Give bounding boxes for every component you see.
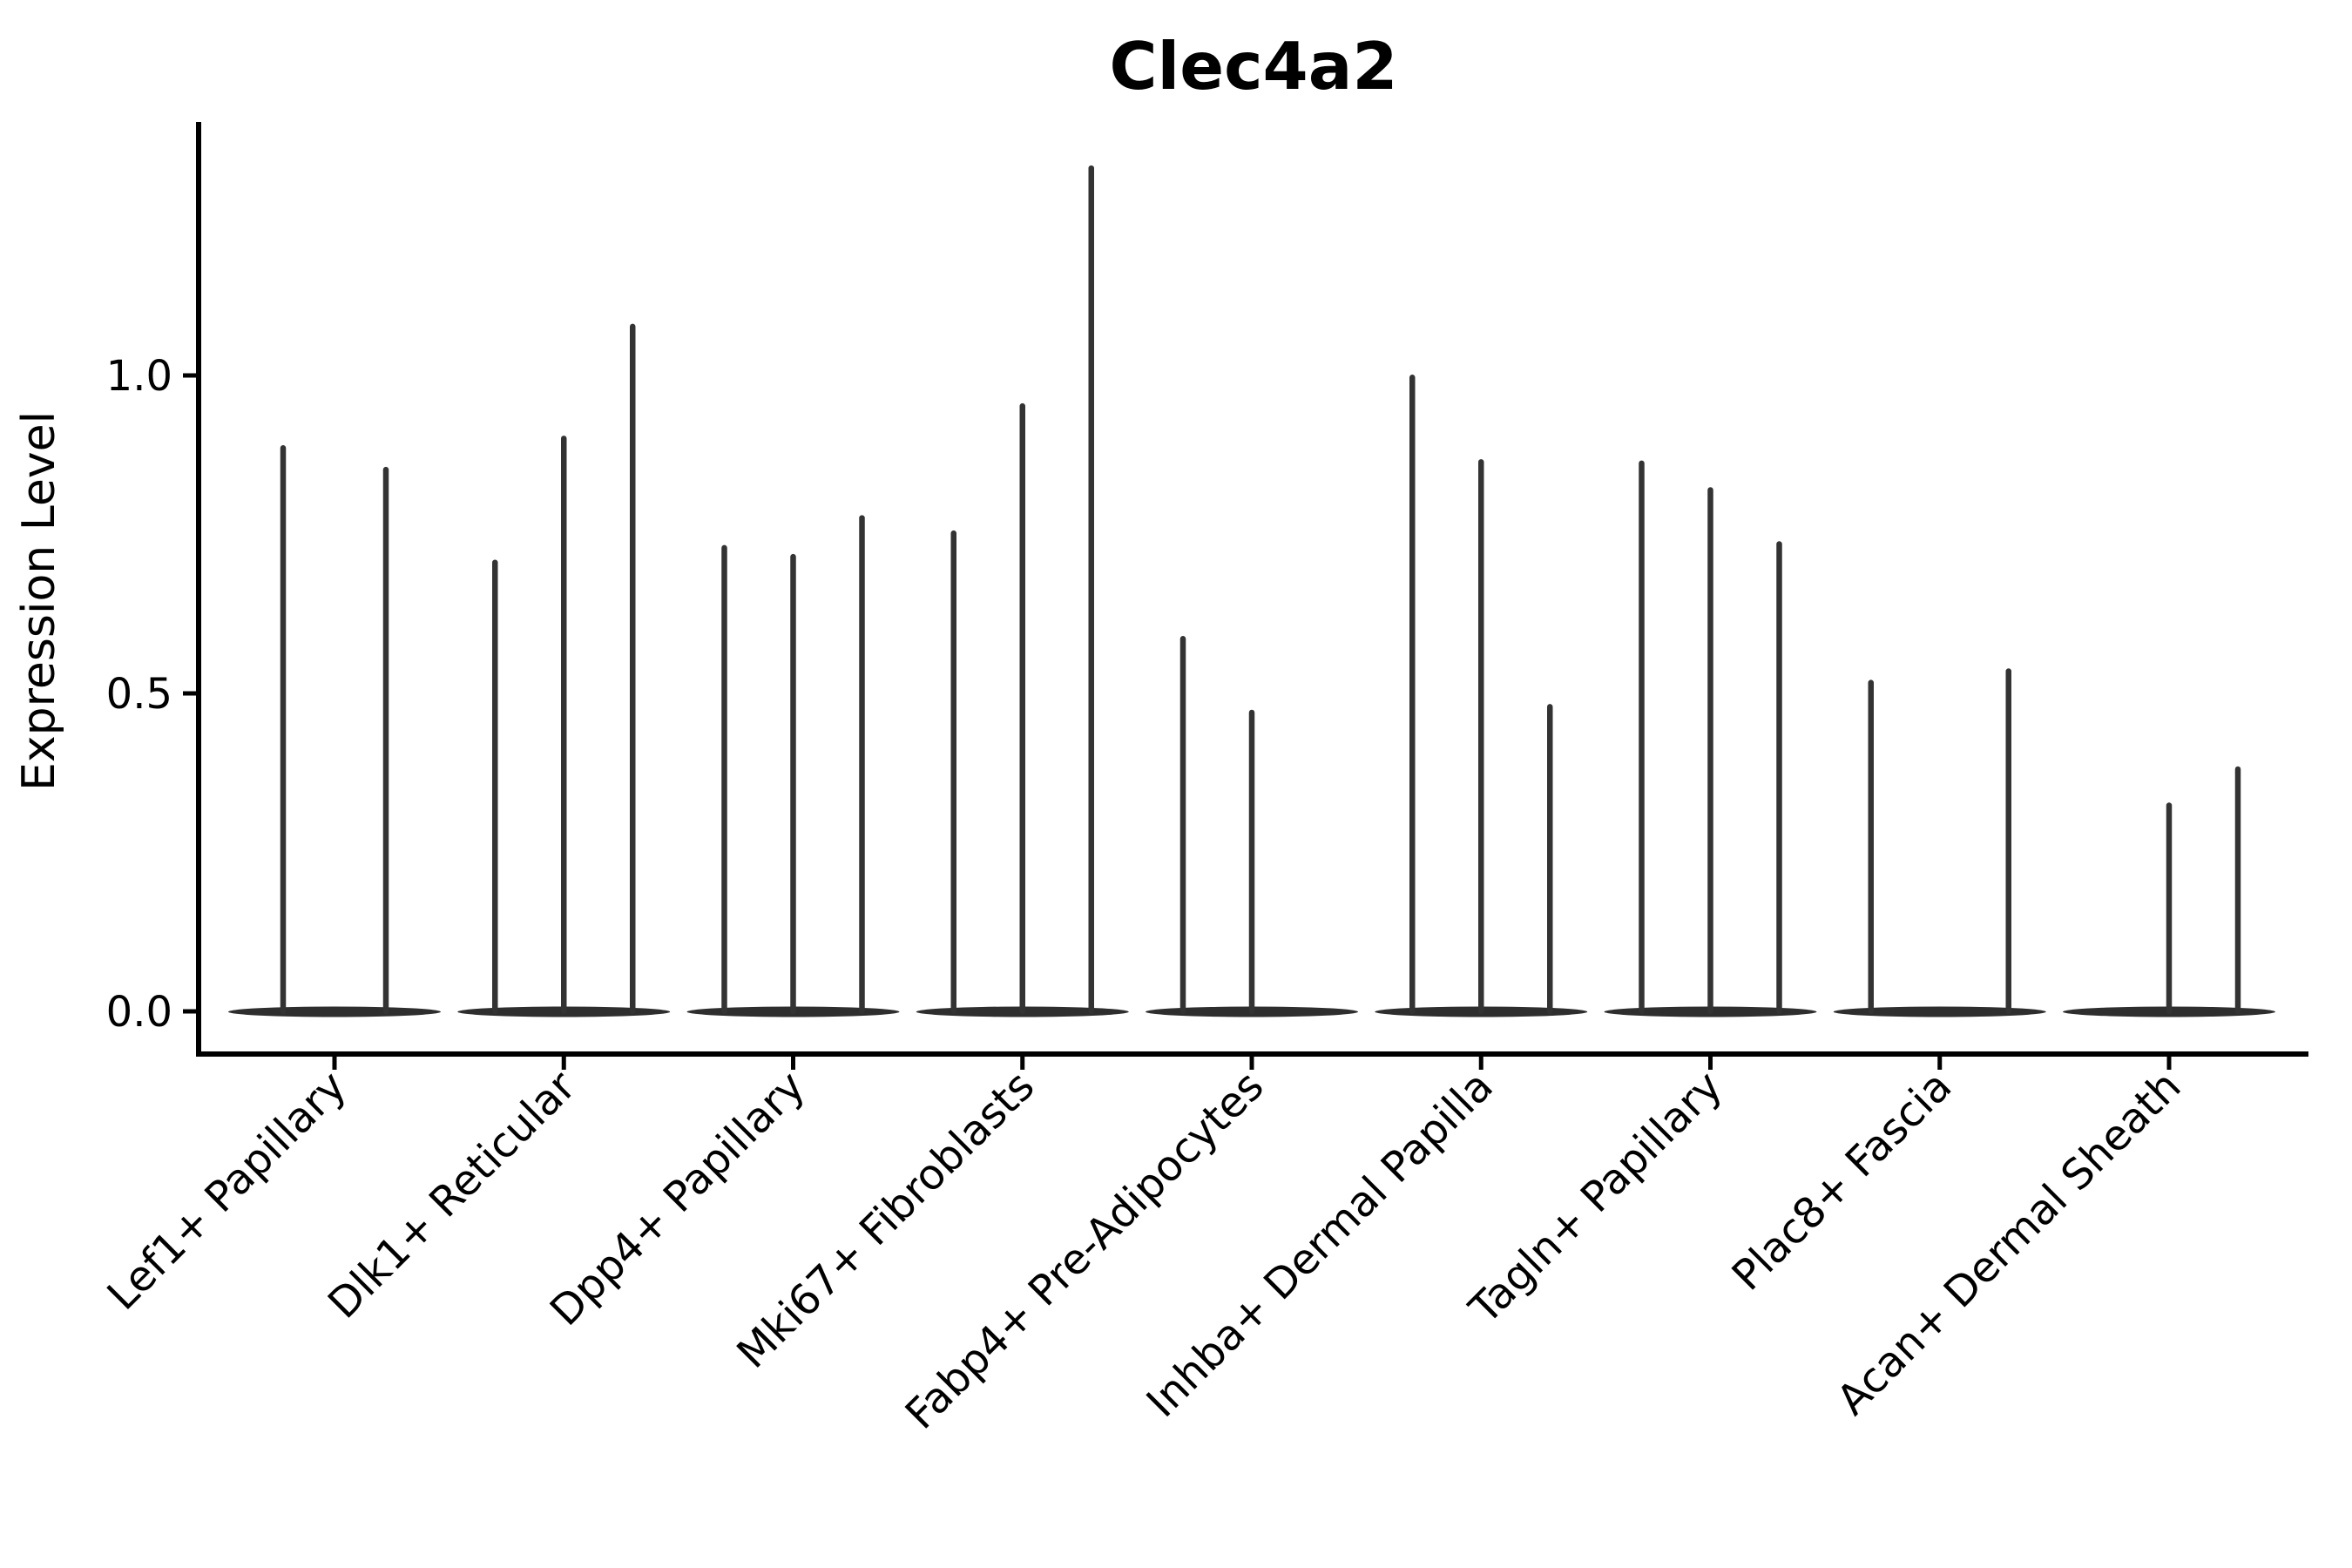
y-tick-label: 1.0 (106, 352, 172, 401)
x-tick-label: Tagln+ Papillary (1460, 1062, 1732, 1334)
violin-base (1833, 1006, 2046, 1017)
chart-title: Clec4a2 (1109, 28, 1397, 105)
y-axis-label: Expression Level (13, 411, 65, 791)
violin-base (228, 1006, 441, 1017)
y-tick-label: 0.0 (106, 988, 172, 1037)
x-tick-label: Plac8+ Fascia (1723, 1062, 1962, 1301)
y-tick-label: 0.5 (106, 670, 172, 719)
x-tick-label: Dpp4+ Papillary (541, 1062, 814, 1335)
x-tick-label: Lef1+ Papillary (98, 1062, 356, 1320)
x-tick-label: Dlk1+ Reticular (319, 1062, 585, 1328)
